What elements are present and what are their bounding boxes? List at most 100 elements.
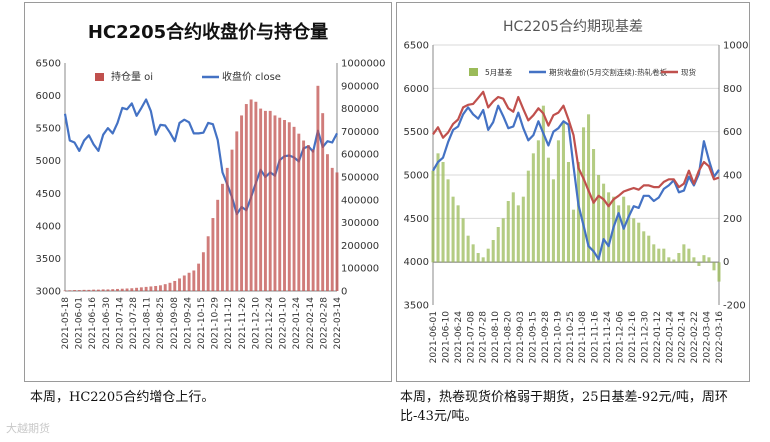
bar — [96, 289, 100, 291]
x-tick-label: 2021-09-03 — [516, 311, 526, 363]
bar — [268, 110, 272, 291]
chart-title: HC2205合约期现基差 — [503, 18, 643, 35]
bar — [111, 289, 115, 291]
x-tick-label: 2021-06-16 — [88, 297, 98, 350]
bar — [330, 167, 334, 291]
bar — [632, 218, 636, 263]
bar — [451, 196, 455, 263]
bar — [597, 175, 601, 263]
x-tick-label: 2021-09-08 — [170, 297, 180, 350]
bar — [63, 290, 67, 292]
bar — [335, 172, 339, 291]
bar — [120, 288, 124, 291]
bar — [506, 201, 510, 263]
y-right-tick-label: 700000 — [341, 127, 379, 138]
bar — [139, 287, 143, 291]
bar — [642, 231, 646, 263]
y-left-tick-label: 5000 — [404, 171, 429, 182]
legend-entry: 持仓量 oi — [111, 70, 153, 83]
bar — [321, 113, 325, 291]
bar — [657, 248, 661, 263]
x-tick-label: 2022-01-24 — [292, 297, 302, 350]
chart-panel-left: HC2205合约收盘价与持仓量 3000 3500 4000 4500 5000 5500 6… — [24, 2, 392, 382]
bar — [546, 157, 550, 263]
bar — [707, 257, 711, 263]
x-tick-label: 2021-08-20 — [504, 311, 514, 364]
bar — [541, 105, 545, 263]
bar — [168, 282, 172, 291]
y-right-tick-label: -200 — [723, 301, 746, 312]
bar — [149, 286, 153, 291]
bar — [486, 248, 490, 263]
bar — [511, 192, 515, 263]
x-tick-label: 2021-09-24 — [183, 297, 193, 350]
x-tick-label: 2021-12-30 — [640, 311, 650, 364]
bar — [581, 127, 586, 263]
y-right-tick-label: 900000 — [341, 81, 379, 92]
y-left-tick-label: 3500 — [404, 301, 429, 312]
bar — [446, 179, 450, 263]
bar — [87, 289, 91, 291]
y-right-tick-label: 1000 — [723, 41, 748, 52]
x-tick-label: 2021-11-16 — [591, 311, 601, 364]
bar — [556, 140, 560, 263]
legend-swatch — [95, 73, 104, 81]
bar — [662, 248, 666, 263]
bar — [192, 270, 196, 291]
bar — [311, 149, 315, 291]
y-right-tick-label: 0 — [341, 287, 347, 298]
bar — [130, 288, 134, 291]
bar — [531, 153, 535, 263]
bar — [116, 288, 119, 291]
x-tick-label: 2022-03-14 — [333, 297, 343, 350]
series-line — [432, 90, 720, 208]
y-left-tick-label: 6000 — [404, 84, 429, 95]
y-right-tick-label: 600000 — [341, 150, 379, 161]
bar — [154, 285, 158, 291]
y-left-tick-label: 4500 — [36, 189, 61, 200]
x-tick-label: 2022-03-16 — [715, 311, 725, 364]
watermark-logo: 大越期货 — [6, 420, 50, 436]
bar — [672, 259, 676, 263]
bar — [431, 170, 435, 263]
bar — [259, 108, 263, 291]
chart-closing-price-open-interest: HC2205合约收盘价与持仓量 3000 3500 4000 4500 5000 5500 6… — [36, 21, 386, 350]
x-tick-label: 2021-07-28 — [129, 297, 139, 350]
bar — [576, 162, 581, 263]
y-right-tick-label: 400 — [723, 171, 742, 182]
legend-entry: 收盘价 close — [222, 70, 281, 83]
bar — [687, 248, 691, 263]
bar — [173, 280, 177, 291]
bar — [466, 235, 470, 263]
y-left-tick-label: 4000 — [404, 257, 429, 268]
x-tick-label: 2021-06-01 — [75, 297, 85, 349]
bar — [106, 289, 110, 291]
bar — [135, 287, 139, 291]
x-tick-label: 2021-11-24 — [603, 311, 613, 364]
y-left-tick-label: 6500 — [36, 59, 61, 70]
x-tick-label: 2021-10-19 — [553, 311, 563, 364]
y-left-tick-label: 5500 — [36, 124, 61, 135]
y-right-tick-label: 500000 — [341, 173, 379, 184]
x-tick-label: 2022-02-22 — [690, 311, 700, 363]
x-tick-label: 2021-11-26 — [238, 297, 248, 350]
x-tick-label: 2021-08-25 — [156, 297, 166, 349]
chart-panel-right: HC2205合约期现基差 3500 4000 4500 5000 5500 6000 6500… — [396, 2, 750, 382]
bar — [249, 99, 253, 291]
watermark-text: 大越期货 — [6, 422, 50, 435]
bar — [697, 262, 701, 266]
y-right-tick-label: 800 — [723, 84, 742, 95]
bar — [551, 179, 555, 263]
bar — [244, 104, 248, 291]
x-tick-label: 2022-02-28 — [319, 297, 329, 350]
bar — [326, 154, 329, 291]
x-tick-label: 2021-08-10 — [491, 311, 501, 364]
x-tick-label: 2021-10-25 — [566, 311, 576, 363]
bar — [197, 263, 201, 291]
bar — [521, 196, 525, 263]
x-tick-label: 2021-07-14 — [115, 297, 125, 350]
x-tick-label: 2021-06-10 — [441, 311, 451, 364]
bar — [627, 205, 631, 263]
bar — [306, 145, 310, 291]
chart-futures-spot-basis: HC2205合约期现基差3500400045005000550060006500… — [404, 18, 749, 364]
